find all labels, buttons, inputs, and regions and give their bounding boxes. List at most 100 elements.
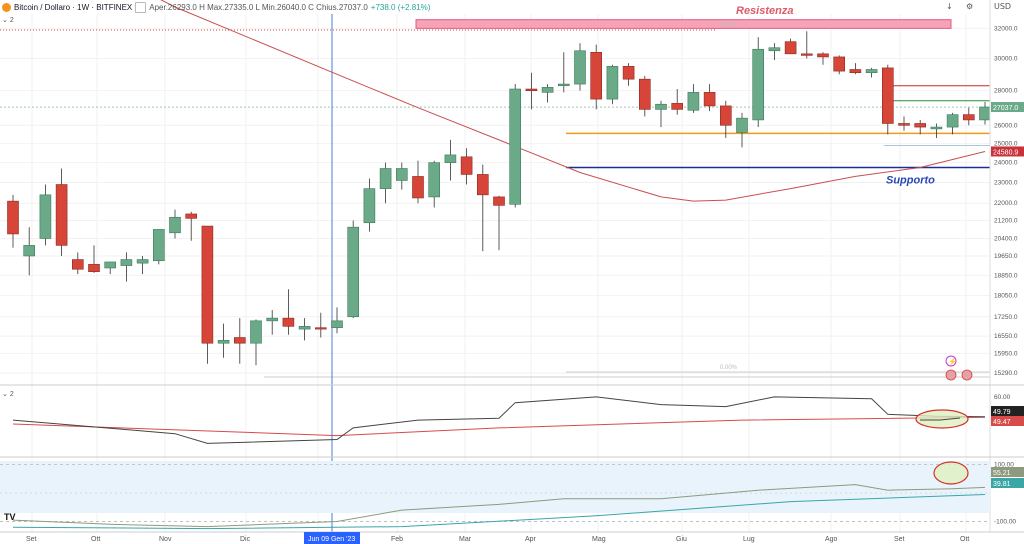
candle-body — [412, 176, 424, 199]
time-tick-label: Ott — [91, 536, 100, 543]
time-tick-label: Feb — [391, 536, 403, 543]
stoch-tick-label: -100.00 — [994, 518, 1016, 525]
candle-body — [395, 168, 408, 181]
candle-body — [428, 162, 441, 198]
lightning-icon — [945, 355, 957, 367]
price-tick-label: 20400.0 — [994, 235, 1018, 242]
symbol-title[interactable]: Bitcoin / Dollaro · 1W · BITFINEX — [14, 2, 133, 12]
candle-body — [234, 337, 246, 344]
candle-body — [282, 317, 295, 327]
candle-body — [671, 103, 684, 110]
candles-group — [7, 31, 991, 366]
chevron-down-icon: ⌄ — [2, 391, 8, 398]
resistance-zone — [415, 19, 952, 29]
lightning-glyph: ⚡ — [948, 357, 957, 366]
price-tick-label: 24000.0 — [994, 160, 1018, 167]
time-tick-label: Set — [26, 536, 37, 543]
price-tick-label: 26000.0 — [994, 122, 1018, 129]
gear-icon[interactable]: ⚙ — [966, 2, 974, 11]
candle-body — [768, 47, 781, 52]
price-axis-bg — [990, 0, 1024, 544]
candle-body — [833, 56, 846, 72]
candle-body — [703, 92, 716, 107]
candle-body — [314, 327, 327, 330]
candle-body — [962, 114, 975, 121]
bitcoin-icon — [2, 2, 11, 12]
time-highlight-badge — [304, 532, 360, 544]
candle-body — [104, 261, 116, 269]
candle-body — [153, 229, 165, 262]
candle-body — [914, 123, 927, 128]
time-highlight-label: Jun 09 Gen '23 — [308, 536, 355, 543]
price-tick-label: 23000.0 — [994, 179, 1018, 186]
stoch-highlight-ellipse — [933, 461, 969, 485]
candle-body — [946, 114, 959, 128]
candle-body — [930, 126, 943, 130]
candle-body — [525, 88, 538, 91]
fib-bottom-label: 0.00% — [720, 365, 738, 371]
panel-toggle[interactable]: ⌄ 2 — [2, 16, 14, 25]
candle-body — [541, 87, 554, 93]
time-tick-label: Mag — [592, 536, 606, 543]
stoch-d-label: 39.81 — [993, 481, 1011, 488]
rsi-tick-label: 60.00 — [994, 394, 1011, 401]
symbol-header: Bitcoin / Dollaro · 1W · BITFINEX Aper.2… — [0, 0, 430, 14]
candle-body — [509, 88, 522, 205]
candle-body — [88, 264, 100, 272]
arrow-down-icon[interactable]: ↓ — [946, 2, 953, 11]
candle-body — [655, 103, 667, 110]
candle-body — [622, 66, 635, 80]
candle-body — [266, 317, 279, 322]
candle-body — [39, 194, 52, 239]
candle-body — [169, 216, 181, 234]
ma-price-badge — [991, 146, 1024, 157]
rsi-ma-line — [12, 416, 986, 437]
rsi-value-badge — [991, 406, 1024, 416]
time-tick-label: Apr — [525, 536, 537, 543]
flag-icon — [945, 369, 957, 381]
price-tick-label: 25000.0 — [994, 141, 1018, 148]
rsi-highlight-ellipse — [915, 409, 969, 429]
resistance-label: Resistenza — [736, 5, 793, 17]
currency-label[interactable]: USD — [994, 2, 1012, 11]
candle-body — [979, 106, 991, 121]
stoch-d-badge — [991, 478, 1024, 488]
rsi-tail — [920, 417, 961, 421]
time-tick-label: Dic — [240, 536, 251, 543]
chevron-down-icon: ⌄ — [2, 17, 8, 24]
stoch-k-line — [12, 484, 986, 528]
stoch-k-label: 55.21 — [993, 470, 1011, 477]
candle-body — [55, 184, 68, 246]
price-tick-label: 21200.0 — [994, 218, 1018, 225]
collapse-button[interactable] — [135, 1, 147, 13]
flag-icon — [961, 369, 973, 381]
rsi-panel-toggle[interactable]: ⌄ 2 — [2, 390, 14, 399]
price-tick-label: 22000.0 — [994, 200, 1018, 207]
moving-average-line — [160, 0, 986, 202]
candle-body — [363, 188, 376, 224]
candle-body — [865, 69, 878, 74]
rsi-ma-badge — [991, 416, 1024, 426]
rsi-ma-label: 49.47 — [993, 419, 1011, 426]
time-tick-label: Ago — [825, 536, 838, 543]
stoch-tick-label: 100.00 — [994, 462, 1014, 469]
stoch-k-badge — [991, 467, 1024, 477]
candle-body — [574, 50, 586, 85]
candle-body — [460, 156, 473, 175]
candle-body — [687, 92, 700, 111]
ma-price-label: 24580.9 — [993, 149, 1018, 156]
price-tick-label: 15290.0 — [994, 370, 1018, 377]
candle-body — [72, 259, 84, 270]
candle-body — [557, 83, 570, 87]
time-tick-label: Mar — [459, 536, 472, 543]
stoch-d-line — [12, 494, 986, 530]
price-tick-label: 32000.0 — [994, 25, 1018, 32]
price-tick-label: 17250.0 — [994, 314, 1018, 321]
candle-body — [120, 259, 133, 266]
time-tick-label: Ott — [960, 536, 969, 543]
time-tick-label: Set — [894, 536, 905, 543]
price-tick-label: 18050.0 — [994, 293, 1018, 300]
price-tick-label: 28000.0 — [994, 88, 1018, 95]
rsi-value-label: 49.79 — [993, 409, 1011, 416]
